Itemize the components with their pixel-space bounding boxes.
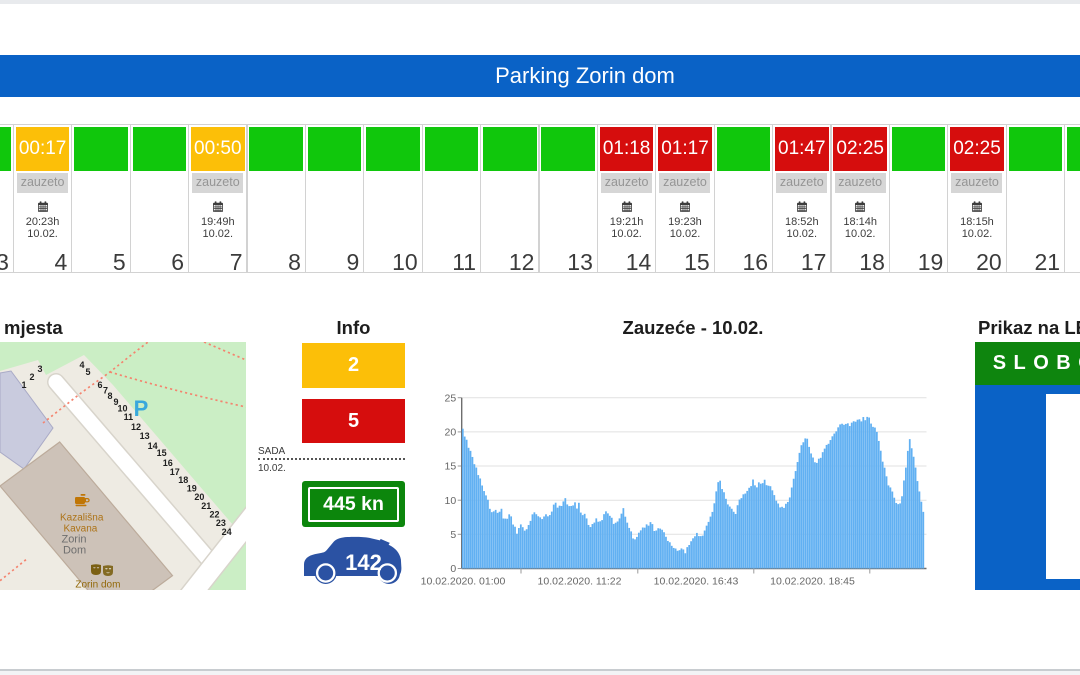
svg-text:22: 22 (209, 510, 219, 520)
svg-text:1: 1 (21, 380, 26, 390)
svg-text:18: 18 (178, 475, 188, 485)
svg-text:16: 16 (163, 458, 173, 468)
svg-text:15: 15 (157, 448, 167, 458)
svg-text:3: 3 (37, 364, 42, 374)
svg-text:24: 24 (222, 527, 232, 537)
svg-text:10: 10 (445, 495, 457, 507)
svg-text:Kavana: Kavana (63, 524, 97, 535)
svg-text:23: 23 (216, 518, 226, 528)
svg-text:9: 9 (113, 397, 118, 407)
svg-text:20: 20 (445, 427, 457, 439)
svg-text:12: 12 (131, 422, 141, 432)
svg-text:10.02.2020. 16:43: 10.02.2020. 16:43 (654, 576, 739, 588)
svg-text:P: P (134, 396, 149, 421)
svg-text:10: 10 (117, 404, 127, 414)
svg-text:14: 14 (148, 441, 158, 451)
svg-text:13: 13 (140, 431, 150, 441)
svg-text:7: 7 (103, 386, 108, 396)
svg-text:10.02.2020. 18:45: 10.02.2020. 18:45 (770, 576, 855, 588)
svg-text:21: 21 (201, 501, 211, 511)
svg-text:15: 15 (445, 461, 457, 473)
svg-text:2: 2 (29, 372, 34, 382)
svg-text:17: 17 (170, 467, 180, 477)
svg-text:5: 5 (85, 367, 90, 377)
svg-text:20: 20 (194, 492, 204, 502)
svg-text:19: 19 (187, 484, 197, 494)
svg-text:Zorin dom: Zorin dom (75, 580, 120, 591)
svg-text:25: 25 (445, 392, 457, 404)
svg-text:10.02.2020. 01:00: 10.02.2020. 01:00 (421, 576, 506, 588)
svg-text:142: 142 (345, 550, 382, 575)
svg-text:10.02.2020. 11:22: 10.02.2020. 11:22 (538, 576, 622, 588)
svg-text:Zorin: Zorin (61, 534, 86, 546)
svg-text:6: 6 (97, 380, 102, 390)
svg-text:0: 0 (450, 563, 456, 575)
svg-text:11: 11 (124, 412, 134, 422)
svg-text:8: 8 (107, 391, 112, 401)
svg-text:5: 5 (450, 529, 456, 541)
svg-text:Dom: Dom (63, 545, 86, 557)
svg-text:Kazališna: Kazališna (60, 513, 104, 524)
svg-text:4: 4 (79, 360, 84, 370)
